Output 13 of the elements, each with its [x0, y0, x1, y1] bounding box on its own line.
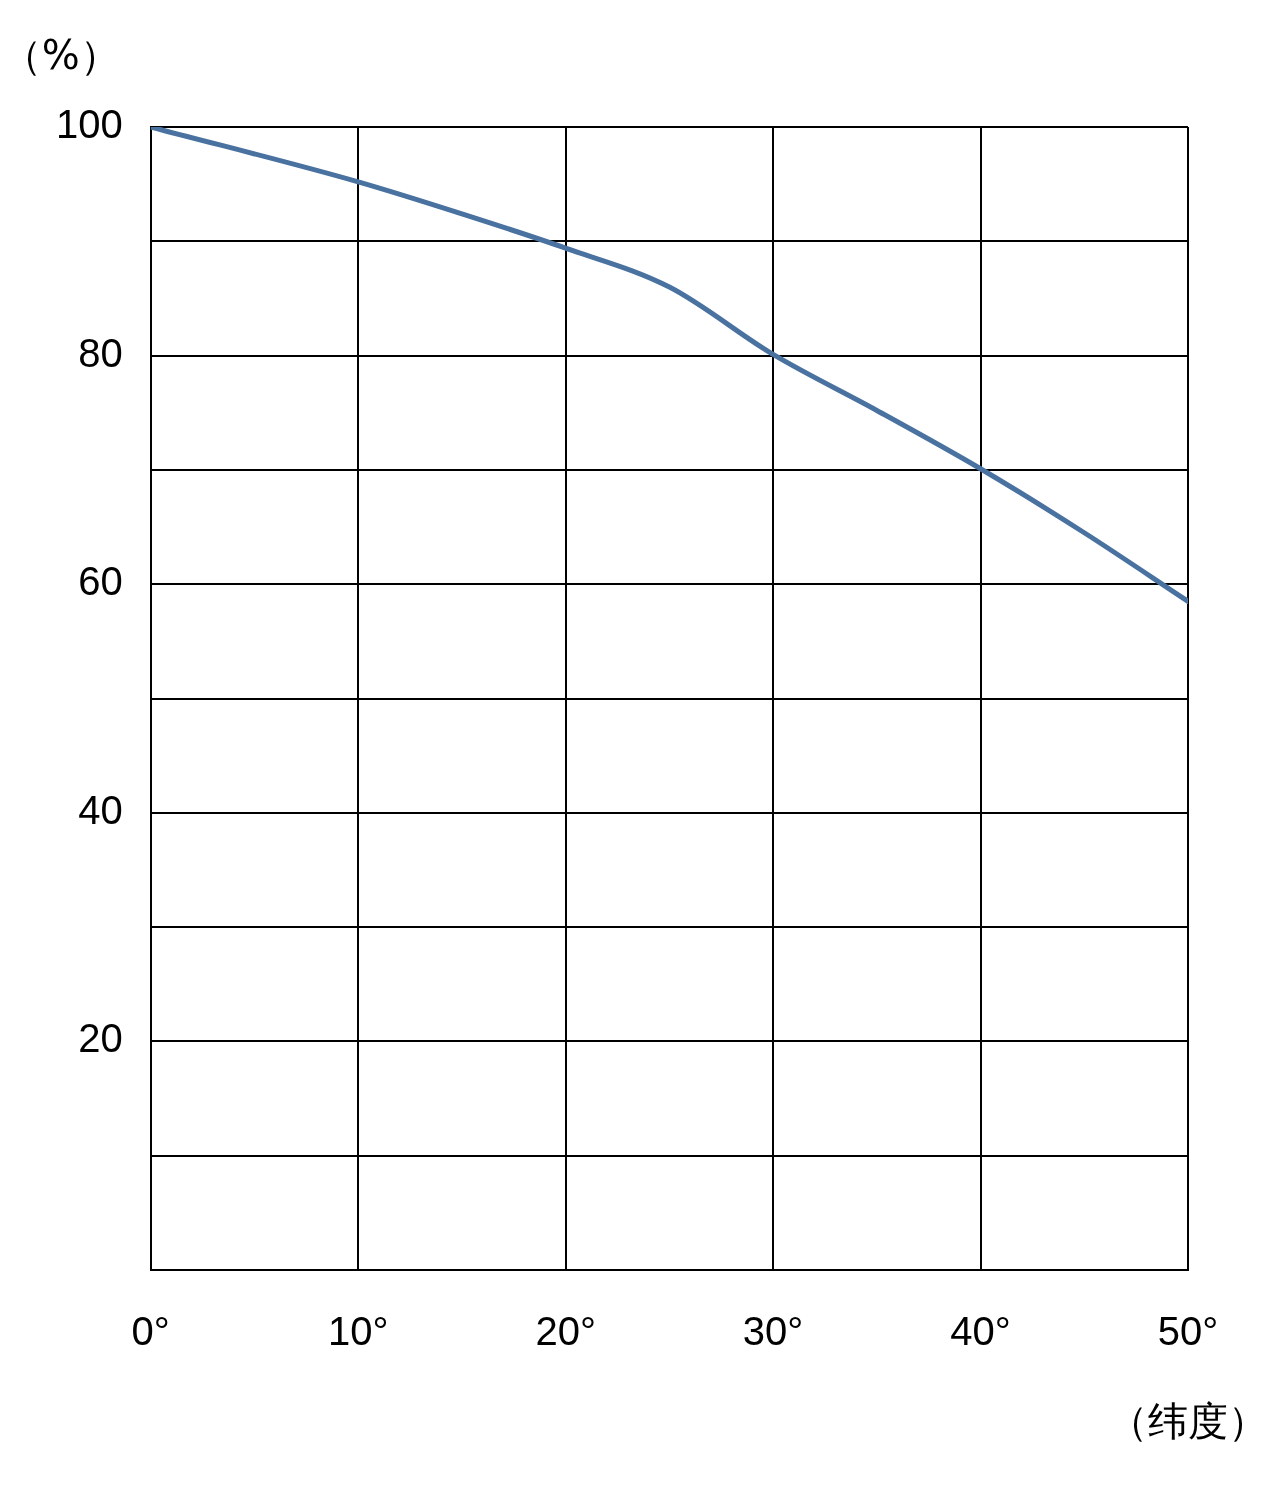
x-axis-title: （纬度） — [1108, 1398, 1268, 1445]
x-tick-label: 40° — [950, 1309, 1011, 1354]
y-tick-label: 80 — [78, 330, 123, 375]
x-tick-label: 50° — [1157, 1309, 1219, 1354]
x-tick-label: 0° — [131, 1309, 170, 1354]
y-tick-label: 40 — [78, 787, 123, 832]
y-tick-label: 60 — [78, 559, 123, 604]
y-tick-label: 100 — [55, 102, 123, 147]
y-tick-label: 20 — [78, 1016, 123, 1061]
x-tick-label: 30° — [742, 1309, 804, 1354]
x-tick-label: 20° — [535, 1309, 596, 1354]
x-tick-label: 10° — [327, 1309, 389, 1354]
y-axis-title: （%） — [1, 32, 120, 79]
